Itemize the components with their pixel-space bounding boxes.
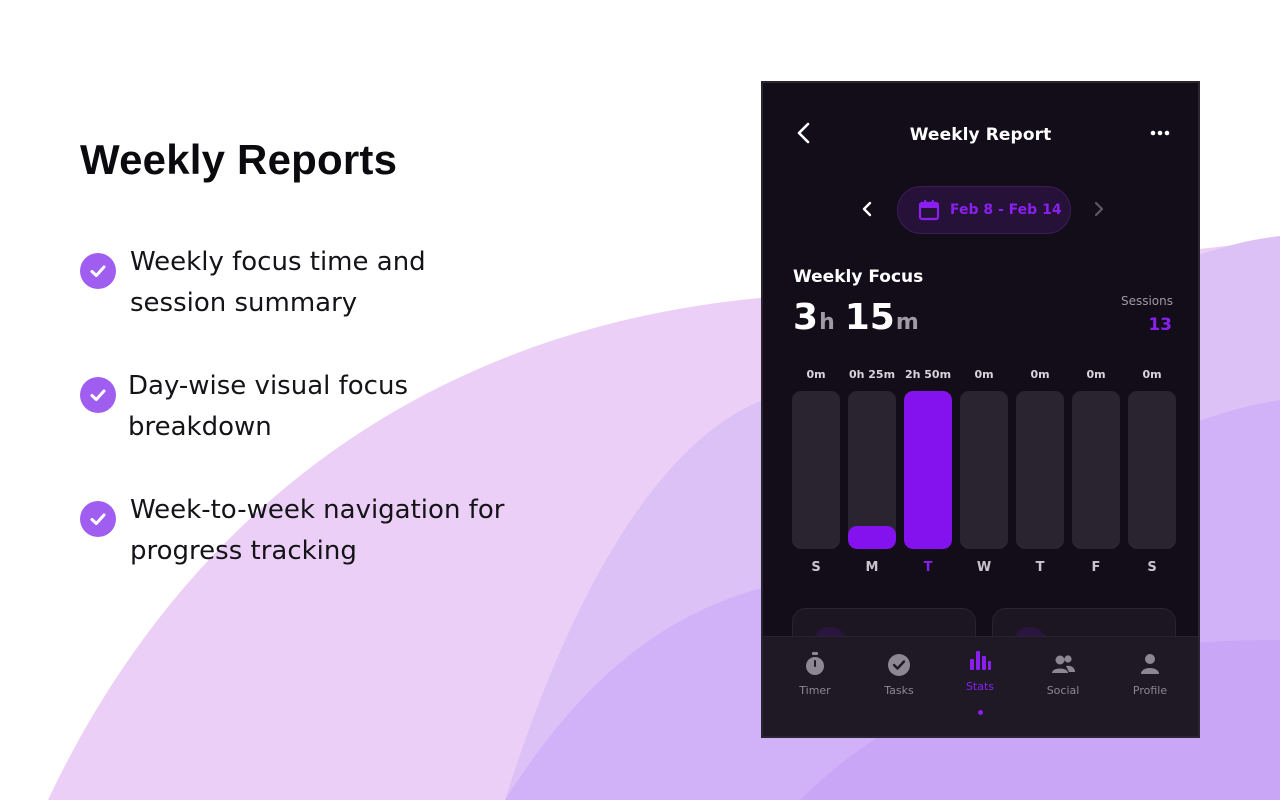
feature-item: Weekly focus time and session summary bbox=[80, 242, 510, 324]
week-range-label: Feb 8 - Feb 14 bbox=[950, 202, 1062, 218]
feature-item: Week-to-week navigation for progress tra… bbox=[80, 490, 510, 572]
day-label: W bbox=[976, 560, 992, 575]
weekly-focus-total: 3h 15m bbox=[793, 297, 929, 338]
stopwatch-icon bbox=[806, 652, 824, 675]
tab-stats[interactable]: Stats bbox=[945, 647, 1015, 693]
calendar-icon bbox=[918, 200, 940, 221]
chart-bar bbox=[848, 526, 896, 549]
bar-value-label: 0h 25m bbox=[848, 368, 896, 381]
day-label: M bbox=[865, 560, 879, 575]
week-range-selector[interactable]: Feb 8 - Feb 14 bbox=[897, 186, 1071, 234]
day-label: T bbox=[1035, 560, 1045, 575]
feature-text: Week-to-week navigation for progress tra… bbox=[130, 495, 505, 566]
bar-value-label: 0m bbox=[806, 368, 826, 381]
next-week-button[interactable] bbox=[1089, 197, 1109, 221]
tab-label: Stats bbox=[965, 680, 995, 693]
more-horizontal-icon[interactable] bbox=[1147, 123, 1173, 143]
focus-minutes-unit: m bbox=[895, 310, 919, 335]
page-title: Weekly Report bbox=[909, 125, 1052, 145]
bottom-tab-bar: Timer Tasks Stats bbox=[763, 636, 1198, 736]
daily-focus-chart: 0m S 0h 25m M 2h 50m T 0m W 0m T 0m F 0m S bbox=[792, 365, 1176, 585]
bar-track bbox=[904, 391, 952, 549]
feature-item: Day-wise visual focus breakdown bbox=[80, 366, 508, 448]
phone-screen: Weekly Report Feb 8 - Feb 14 Weekly Focu… bbox=[761, 81, 1200, 738]
day-label: S bbox=[1147, 560, 1157, 575]
checkmark-icon bbox=[80, 377, 116, 413]
chevron-left-icon[interactable] bbox=[793, 121, 817, 145]
tab-timer[interactable]: Timer bbox=[780, 651, 850, 697]
tab-label: Profile bbox=[1132, 684, 1168, 697]
day-label: S bbox=[811, 560, 821, 575]
bar-track bbox=[1016, 391, 1064, 549]
day-label: F bbox=[1091, 560, 1101, 575]
tab-profile[interactable]: Profile bbox=[1115, 651, 1185, 697]
sessions-value: 13 bbox=[1148, 315, 1172, 335]
tab-social[interactable]: Social bbox=[1028, 651, 1098, 697]
tab-label: Tasks bbox=[884, 684, 914, 697]
bar-value-label: 0m bbox=[1086, 368, 1106, 381]
bar-value-label: 0m bbox=[1142, 368, 1162, 381]
chart-bar bbox=[904, 391, 952, 549]
people-icon bbox=[1052, 655, 1075, 673]
previous-week-button[interactable] bbox=[857, 197, 877, 221]
focus-hours: 3 bbox=[793, 297, 819, 338]
bar-track bbox=[848, 391, 896, 549]
day-label: T bbox=[923, 560, 933, 575]
bar-value-label: 2h 50m bbox=[904, 368, 952, 381]
focus-hours-unit: h bbox=[819, 310, 835, 335]
focus-minutes: 15 bbox=[844, 297, 895, 338]
person-icon bbox=[1141, 654, 1159, 674]
check-circle-icon bbox=[888, 654, 910, 676]
bar-value-label: 0m bbox=[1030, 368, 1050, 381]
bar-track bbox=[792, 391, 840, 549]
feature-text: Weekly focus time and session summary bbox=[130, 247, 426, 318]
tab-label: Timer bbox=[799, 684, 831, 697]
tab-tasks[interactable]: Tasks bbox=[864, 651, 934, 697]
bar-value-label: 0m bbox=[974, 368, 994, 381]
bar-track bbox=[1072, 391, 1120, 549]
bar-track bbox=[1128, 391, 1176, 549]
tab-label: Social bbox=[1046, 684, 1080, 697]
promo-title: Weekly Reports bbox=[80, 136, 398, 183]
bar-track bbox=[960, 391, 1008, 549]
checkmark-icon bbox=[80, 501, 116, 537]
checkmark-icon bbox=[80, 253, 116, 289]
weekly-focus-label: Weekly Focus bbox=[793, 267, 924, 287]
active-tab-indicator bbox=[978, 710, 983, 715]
feature-text: Day-wise visual focus breakdown bbox=[128, 371, 408, 442]
bar-chart-icon bbox=[970, 651, 991, 670]
sessions-label: Sessions bbox=[1120, 294, 1173, 308]
